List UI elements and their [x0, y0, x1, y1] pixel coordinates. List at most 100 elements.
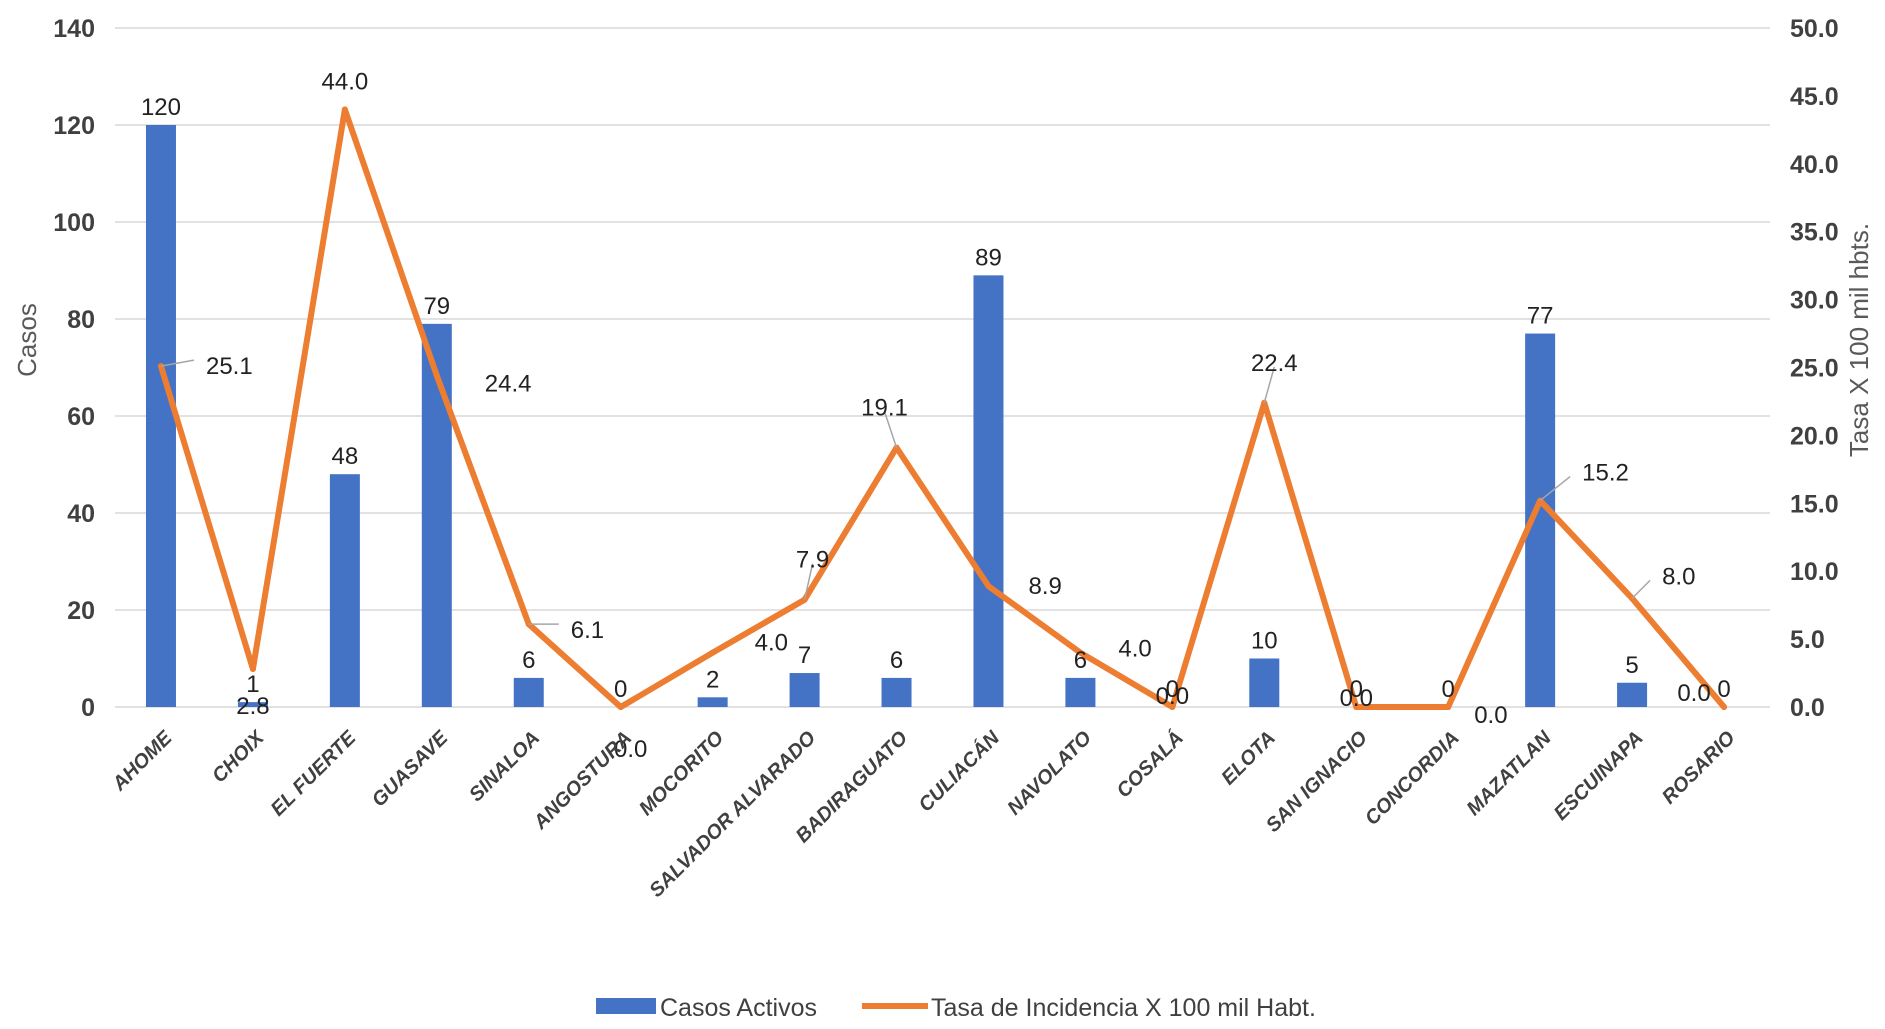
y2-tick-label: 50.0	[1790, 15, 1839, 43]
label-leader-line	[883, 411, 898, 448]
y-tick-label: 0	[81, 694, 95, 722]
x-tick-label: CHOIX	[208, 726, 270, 788]
bar-value-label: 6	[1074, 647, 1087, 674]
x-tick-label: ELOTA	[1217, 727, 1279, 789]
y-tick-label: 100	[53, 209, 95, 237]
line-value-label: 22.4	[1251, 350, 1298, 377]
y2-tick-label: 10.0	[1790, 558, 1839, 586]
bar-value-label: 1	[246, 671, 259, 698]
line-value-label: 4.0	[1118, 636, 1151, 663]
bar-value-label: 0	[614, 676, 627, 703]
line-point	[341, 106, 348, 113]
data-labels: 120 1 48 79 6 0 2 7 6 89 6 0 10 0 0 77 5 0 25.1 2.8 44.0 24.4…	[141, 68, 1731, 763]
line-point	[1721, 704, 1728, 710]
bar-value-label: 0	[1717, 676, 1730, 703]
x-tick-label: ESCUINAPA	[1550, 727, 1648, 825]
bar	[881, 677, 912, 707]
y2-tick-label: 20.0	[1790, 422, 1839, 450]
line-value-label: 25.1	[206, 353, 253, 380]
line-point	[1353, 704, 1360, 710]
line-series	[157, 106, 1728, 710]
line-point	[985, 583, 992, 590]
label-leader-line	[160, 359, 195, 367]
bar-value-label: 77	[1527, 303, 1554, 330]
bar	[789, 673, 820, 707]
bar-value-label: 2	[706, 666, 719, 693]
legend-swatch-casos	[596, 998, 656, 1014]
bar	[1617, 682, 1648, 707]
legend-label-tasa: Tasa de Incidencia X 100 mil Habt.	[931, 994, 1316, 1022]
bar-value-label: 7	[798, 642, 811, 669]
line-value-label: 0.0	[1474, 702, 1507, 729]
bar-value-label: 0	[1442, 676, 1455, 703]
y-tick-label: 60	[67, 403, 95, 431]
legend: Casos Activos Tasa de Incidencia X 100 m…	[596, 994, 1316, 1022]
bar-value-label: 89	[975, 244, 1002, 271]
y-tick-label: 20	[67, 597, 95, 625]
line-value-label: 8.0	[1662, 563, 1695, 590]
label-leader-line	[1539, 475, 1571, 502]
x-tick-label: EL FUERTE	[267, 727, 361, 821]
y2-tick-label: 30.0	[1790, 287, 1839, 315]
x-tick-label: NAVOLATO	[1003, 727, 1096, 820]
bar-value-label: 5	[1625, 652, 1638, 679]
bar	[697, 697, 728, 707]
line-value-label: 6.1	[571, 617, 604, 644]
line-point	[433, 372, 440, 379]
line-point	[1077, 649, 1084, 656]
line-value-label: 4.0	[755, 630, 788, 657]
y2-axis-title: Tasa X 100 mil hbts.	[1844, 223, 1874, 457]
line-value-label: 0.0	[1677, 680, 1710, 707]
y-tick-label: 40	[67, 500, 95, 528]
line-value-label: 2.8	[236, 693, 269, 720]
y2-tick-label: 25.0	[1790, 355, 1839, 383]
x-tick-label: GUASAVE	[368, 727, 453, 812]
bar-value-label: 120	[141, 94, 181, 121]
bar	[973, 275, 1004, 707]
x-tick-label: COSALÁ	[1112, 726, 1188, 802]
y-tick-label: 140	[53, 15, 95, 43]
line-value-label: 7.9	[796, 547, 829, 574]
axes: 0204060801001201400.05.010.015.020.025.0…	[53, 15, 1838, 902]
bar	[1249, 658, 1280, 707]
line-value-label: 44.0	[322, 68, 369, 95]
line-point	[1445, 704, 1452, 710]
y2-tick-label: 0.0	[1790, 694, 1825, 722]
bar	[329, 474, 360, 707]
bar-value-label: 0	[1166, 676, 1179, 703]
line-point	[709, 649, 716, 656]
line-value-label: 8.9	[1028, 573, 1061, 600]
line-value-label: 19.1	[861, 395, 908, 422]
x-tick-label: SINALOA	[465, 727, 544, 806]
x-tick-label: MOCORITO	[635, 727, 728, 820]
bar-value-label: 48	[332, 443, 359, 470]
y2-tick-label: 15.0	[1790, 490, 1839, 518]
label-leader-line	[1631, 579, 1651, 599]
x-tick-label: AHOME	[108, 727, 177, 796]
y2-tick-label: 5.0	[1790, 626, 1825, 654]
bar-value-label: 10	[1251, 628, 1278, 655]
line-value-label: 15.2	[1582, 460, 1629, 487]
x-tick-label: ANGOSTURA	[529, 727, 636, 834]
y-axis-title: Casos	[12, 303, 42, 377]
x-tick-label: CONCORDIA	[1361, 727, 1464, 830]
y-tick-label: 80	[67, 306, 95, 334]
y2-tick-label: 40.0	[1790, 151, 1839, 179]
label-leader-line	[803, 563, 814, 600]
bar	[1065, 677, 1096, 707]
label-leader-line	[1263, 366, 1276, 404]
bar-value-label: 6	[522, 647, 535, 674]
line-value-label: 24.4	[485, 371, 532, 398]
line-point	[1169, 704, 1176, 710]
x-tick-label: ROSARIO	[1658, 727, 1740, 809]
x-tick-label: SALVADOR ALVARADO	[645, 727, 820, 902]
y2-tick-label: 45.0	[1790, 83, 1839, 111]
bar	[145, 125, 176, 707]
incidence-line	[157, 106, 1728, 710]
bar-value-label: 0	[1350, 676, 1363, 703]
line-value-label: 0.0	[1156, 683, 1189, 710]
x-tick-label: CULIACÁN	[914, 726, 1005, 817]
bar-series	[145, 125, 1648, 707]
